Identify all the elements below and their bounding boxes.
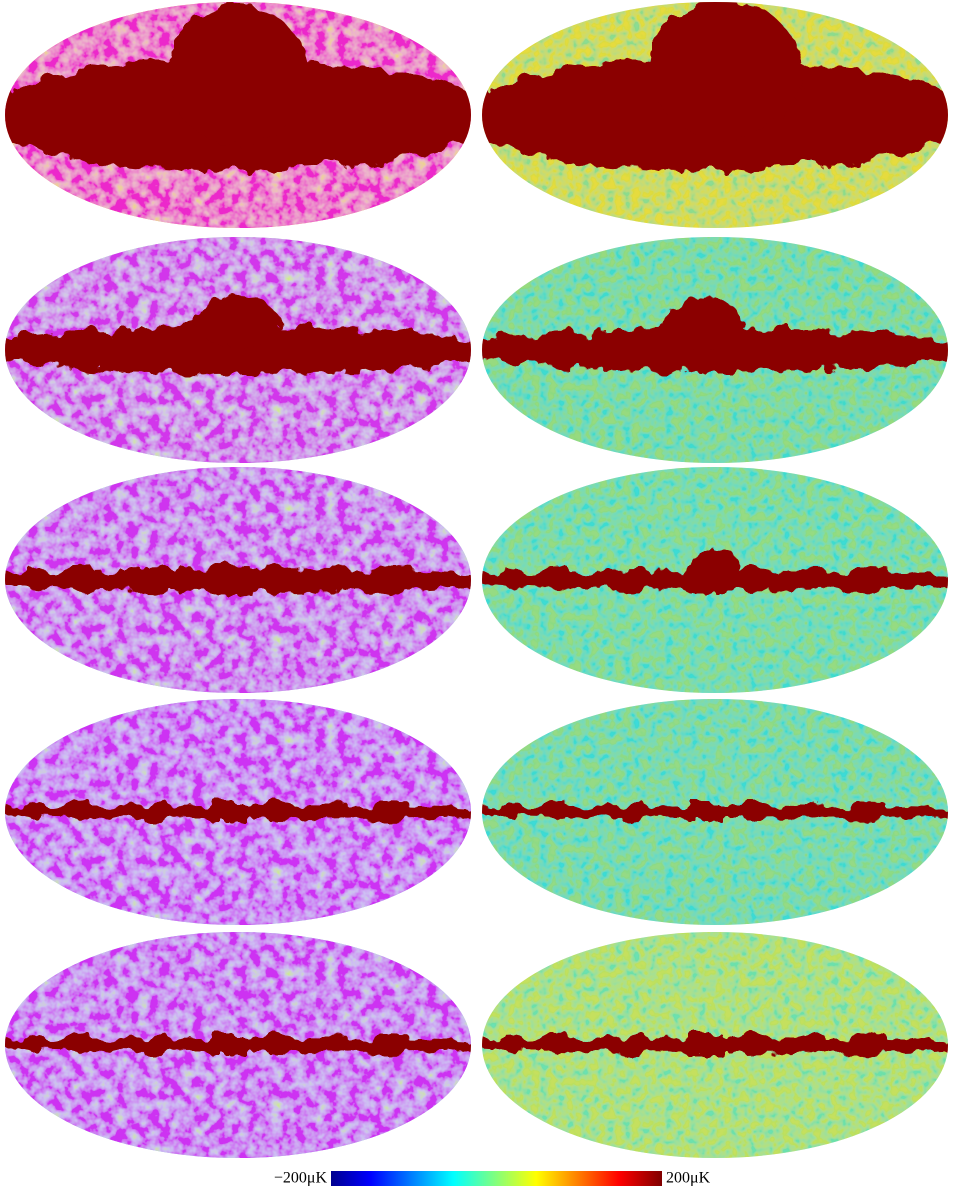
sky-map <box>5 467 471 693</box>
sky-map <box>482 467 948 693</box>
sky-map <box>5 237 471 463</box>
sky-map <box>482 699 948 925</box>
colorbar-min-label: −200μK <box>274 1170 328 1187</box>
sky-map <box>482 932 948 1158</box>
colorbar <box>331 1171 662 1186</box>
sky-map <box>5 2 471 228</box>
sky-map <box>482 237 948 463</box>
colorbar-max-label: 200μK <box>666 1170 711 1187</box>
sky-map <box>482 2 948 228</box>
sky-map <box>5 699 471 925</box>
sky-map <box>5 932 471 1158</box>
